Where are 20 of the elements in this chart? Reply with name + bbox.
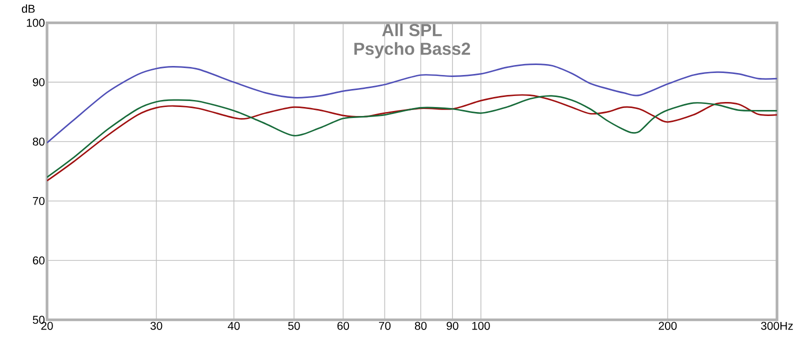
y-axis-title: dB: [22, 4, 35, 13]
x-tick-label: 300Hz: [761, 322, 793, 330]
x-tick-label: 30: [150, 322, 162, 330]
chart-title: All SPL: [382, 24, 442, 36]
x-tick-label: 20: [41, 322, 53, 330]
x-tick-label: 60: [337, 322, 350, 330]
x-tick-label: 70: [378, 322, 391, 330]
y-tick-label: 80: [32, 138, 45, 146]
x-tick-label: 40: [228, 322, 240, 330]
x-tick-label: 80: [414, 322, 427, 330]
y-tick-label: 60: [32, 256, 45, 264]
text: Psycho Bass2: [354, 42, 470, 58]
x-tick-label: 50: [288, 322, 300, 330]
x-tick-label: 100: [472, 322, 490, 330]
y-tick-label: 90: [32, 78, 45, 86]
x-tick-label: 90: [446, 322, 458, 330]
x-tick-label: 200: [658, 322, 677, 330]
y-tick-label: 100: [26, 18, 45, 27]
y-tick-label: 50: [32, 316, 45, 324]
y-tick-label: 70: [32, 197, 45, 206]
